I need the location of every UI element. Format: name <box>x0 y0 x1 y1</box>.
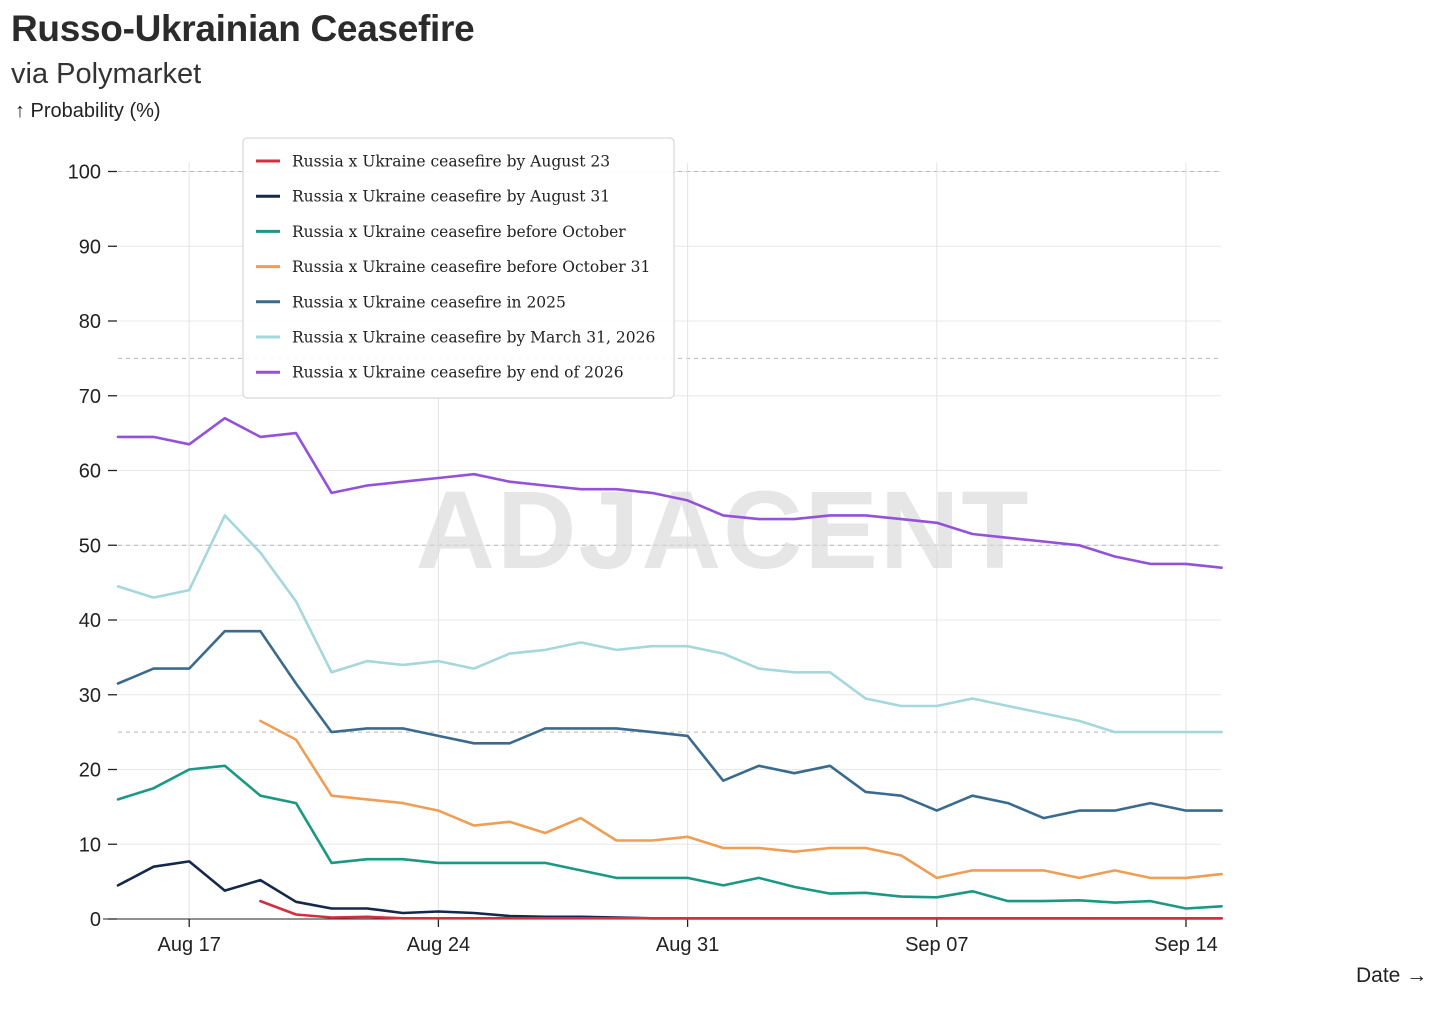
series-line <box>116 514 1223 734</box>
legend-label: Russia x Ukraine ceasefire by August 23 <box>292 153 610 171</box>
legend-label: Russia x Ukraine ceasefire in 2025 <box>292 293 566 311</box>
y-tick-label: 50 <box>79 535 101 557</box>
x-tick-label: Aug 31 <box>656 934 719 956</box>
series-line <box>116 629 1223 820</box>
x-tick-label: Aug 24 <box>407 934 470 956</box>
legend-label: Russia x Ukraine ceasefire before Octobe… <box>292 223 626 241</box>
y-tick-label: 20 <box>79 760 101 782</box>
y-tick-label: 10 <box>79 834 101 856</box>
legend-label: Russia x Ukraine ceasefire before Octobe… <box>292 258 650 276</box>
legend-item[interactable]: Russia x Ukraine ceasefire by August 23 <box>256 153 610 171</box>
watermark-text: ADJACENT <box>416 469 1031 592</box>
y-tick-label: 100 <box>68 162 101 184</box>
axes: 0 10 20 30 40 50 60 70 80 90 100 Aug 17 Aug 24 Aug 31… <box>68 162 1221 956</box>
legend-item[interactable]: Russia x Ukraine ceasefire by March 31, … <box>256 329 655 347</box>
chart-subtitle: via Polymarket <box>11 58 202 90</box>
legend-item[interactable]: Russia x Ukraine ceasefire in 2025 <box>256 293 566 311</box>
x-tick-label: Sep 07 <box>905 934 968 956</box>
legend-label: Russia x Ukraine ceasefire by March 31, … <box>292 329 655 347</box>
series-line <box>116 416 1223 570</box>
series-line <box>259 899 1223 920</box>
series-line <box>116 764 1223 910</box>
legend-item[interactable]: Russia x Ukraine ceasefire by end of 202… <box>256 364 624 382</box>
x-axis-label: Date → <box>1356 964 1428 987</box>
y-tick-label: 0 <box>90 909 101 931</box>
series-line <box>259 719 1223 880</box>
legend-item[interactable]: Russia x Ukraine ceasefire before Octobe… <box>256 223 626 241</box>
y-axis-label: ↑ Probability (%) <box>15 100 161 122</box>
y-tick-label: 60 <box>79 461 101 483</box>
legend-box <box>242 137 675 399</box>
series-lines <box>116 416 1223 920</box>
legend-label: Russia x Ukraine ceasefire by end of 202… <box>292 364 624 382</box>
y-tick-label: 70 <box>79 386 101 408</box>
y-tick-label: 30 <box>79 685 101 707</box>
chart-title: Russo-Ukrainian Ceasefire <box>11 8 475 49</box>
legend[interactable]: Russia x Ukraine ceasefire by August 23 R… <box>242 137 675 399</box>
legend-item[interactable]: Russia x Ukraine ceasefire by August 31 <box>256 188 610 206</box>
legend-label: Russia x Ukraine ceasefire by August 31 <box>292 188 610 206</box>
y-tick-label: 40 <box>79 610 101 632</box>
x-tick-label: Aug 17 <box>158 934 221 956</box>
y-tick-label: 80 <box>79 311 101 333</box>
x-tick-label: Sep 14 <box>1154 934 1217 956</box>
y-tick-label: 90 <box>79 236 101 258</box>
legend-item[interactable]: Russia x Ukraine ceasefire before Octobe… <box>256 258 650 276</box>
